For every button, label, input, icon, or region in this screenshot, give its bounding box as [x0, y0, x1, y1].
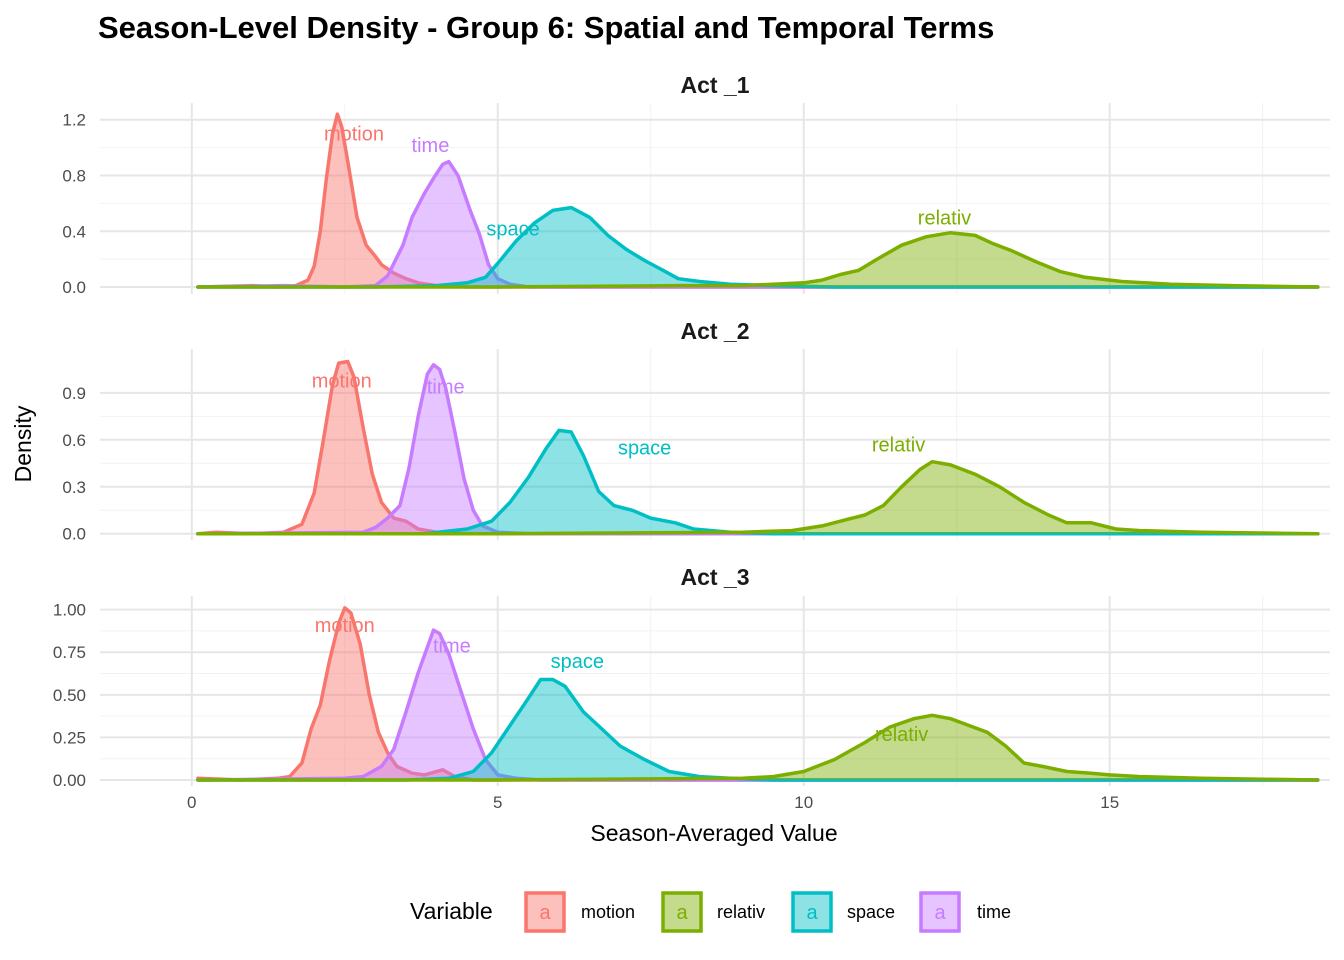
legend-label-space: space: [847, 902, 895, 922]
legend-key-time: [919, 891, 961, 933]
series-label-time: time: [427, 377, 465, 399]
legend-item-time: a time: [919, 891, 1011, 933]
legend-item-space: a space: [791, 891, 895, 933]
legend: Variable a motion a relativ a space a time: [410, 891, 1011, 933]
legend-label-relativ: relativ: [717, 902, 765, 922]
y-tick-label: 1.00: [53, 601, 86, 620]
series-label-motion: motion: [312, 370, 372, 392]
legend-key-relativ: [661, 891, 703, 933]
density-line-motion: [196, 606, 1320, 782]
series-label-space: space: [486, 218, 539, 240]
series-label-space: space: [551, 651, 604, 673]
facet-strip-label: Act _2: [680, 318, 749, 344]
series-label-relativ: relativ: [918, 207, 971, 229]
legend-item-relativ: a relativ: [661, 891, 765, 933]
density-area-time: [197, 161, 1318, 287]
facet-strip-label: Act _1: [680, 72, 749, 98]
density-area-motion: [197, 607, 1318, 780]
y-tick-label: 1.2: [62, 111, 86, 130]
x-axis-title: Season-Averaged Value: [590, 820, 837, 846]
y-tick-label: 0.9: [62, 384, 86, 403]
density-line-motion: [196, 359, 1320, 536]
density-line-relativ: [196, 230, 1320, 289]
density-line-space: [196, 205, 1320, 289]
x-tick-label: 0: [187, 793, 196, 812]
y-tick-label: 0.0: [62, 525, 86, 544]
legend-key-glyph: a: [806, 902, 818, 924]
density-area-relativ: [197, 461, 1318, 534]
x-tick-label: 5: [493, 793, 502, 812]
y-tick-label: 0.25: [53, 728, 86, 747]
y-tick-label: 0.50: [53, 686, 86, 705]
density-line-motion: [196, 112, 1320, 289]
density-area-motion: [197, 361, 1318, 534]
legend-key-glyph: a: [676, 902, 688, 924]
y-tick-label: 0.4: [62, 222, 86, 241]
legend-key-motion: [524, 891, 566, 933]
y-tick-label: 0.6: [62, 431, 86, 450]
y-tick-label: 0.00: [53, 771, 86, 790]
series-label-time: time: [433, 635, 471, 657]
series-label-relativ: relativ: [875, 724, 928, 746]
series-label-motion: motion: [315, 615, 375, 637]
density-line-relativ: [196, 459, 1320, 536]
legend-key-space: [791, 891, 833, 933]
series-label-time: time: [412, 135, 450, 157]
density-area-time: [197, 364, 1318, 534]
density-line-time: [196, 362, 1320, 536]
density-line-space: [196, 677, 1320, 782]
legend-label-time: time: [977, 902, 1011, 922]
y-tick-label: 0.8: [62, 166, 86, 185]
series-label-space: space: [618, 438, 671, 460]
x-tick-label: 10: [794, 793, 813, 812]
legend-key-glyph: a: [934, 902, 946, 924]
density-line-space: [196, 428, 1320, 536]
y-tick-label: 0.0: [62, 278, 86, 297]
y-tick-label: 0.3: [62, 478, 86, 497]
legend-title: Variable: [410, 898, 493, 924]
chart-title: Season-Level Density - Group 6: Spatial …: [98, 10, 994, 45]
legend-key-glyph: a: [539, 902, 551, 924]
series-label-relativ: relativ: [872, 435, 925, 457]
density-line-time: [196, 628, 1320, 782]
facet-strip-label: Act _3: [680, 564, 749, 590]
series-label-motion: motion: [324, 124, 384, 146]
y-axis-title: Density: [10, 405, 36, 482]
density-line-relativ: [196, 713, 1320, 782]
legend-label-motion: motion: [581, 902, 635, 922]
density-area-relativ: [197, 232, 1318, 287]
y-tick-label: 0.75: [53, 643, 86, 662]
legend-item-motion: a motion: [524, 891, 635, 933]
x-tick-label: 15: [1100, 793, 1119, 812]
